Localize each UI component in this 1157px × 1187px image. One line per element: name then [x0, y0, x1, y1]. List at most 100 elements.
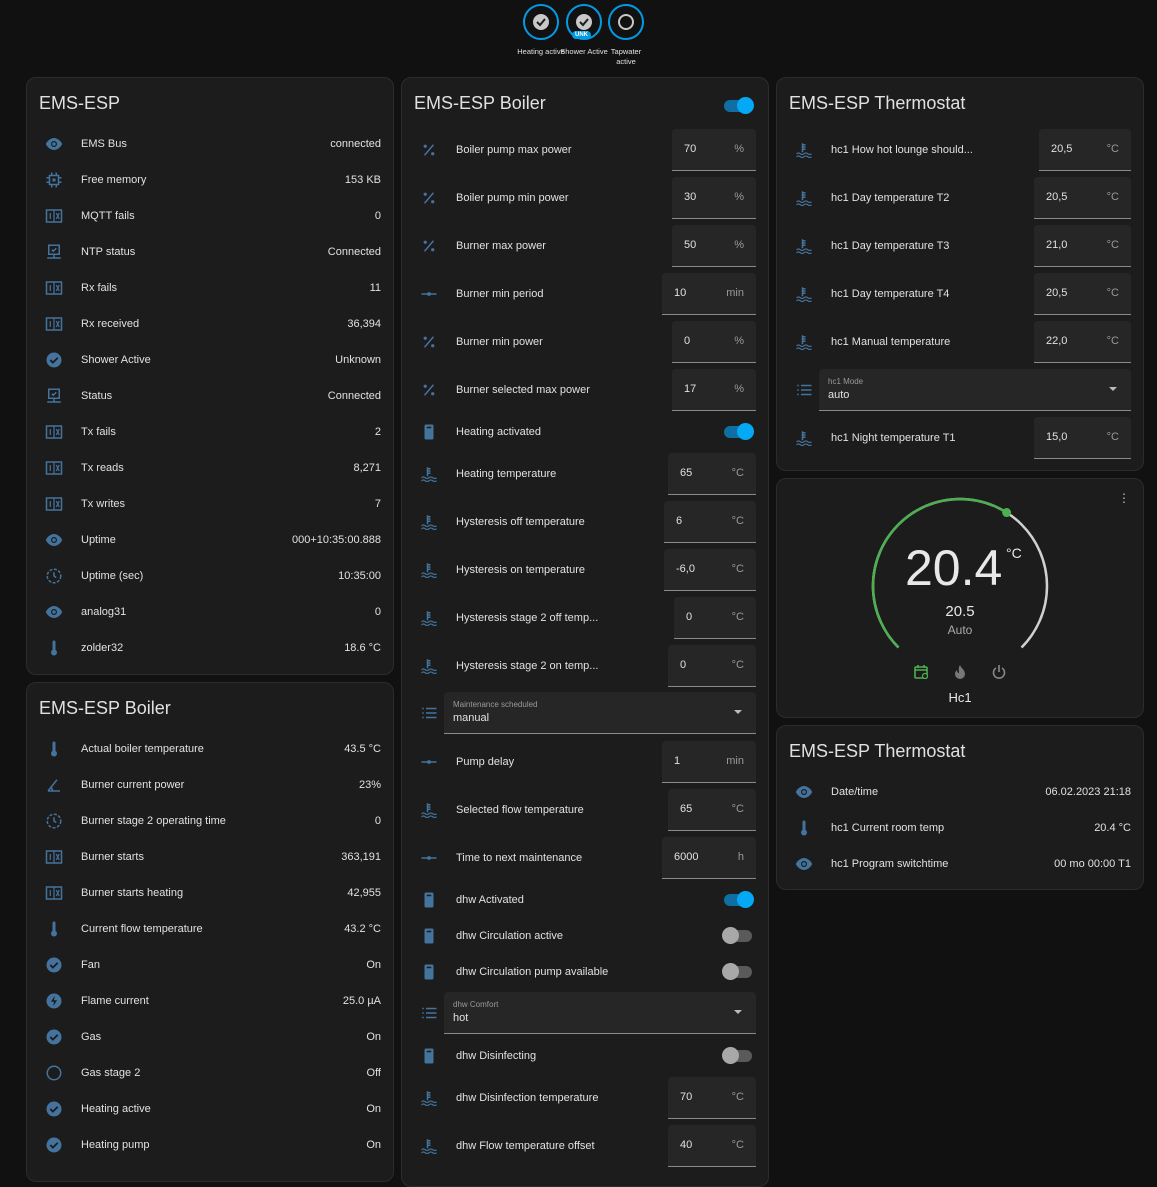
badge-shower-active[interactable]: UNK Shower Active	[559, 0, 609, 70]
number-input-hc1-night-temperature-t1[interactable]: 15,0 °C	[1034, 417, 1131, 459]
entity-row-burner-stage-2-operating-time[interactable]: Burner stage 2 operating time 0	[27, 803, 393, 839]
entity-row-fan[interactable]: Fan On	[27, 947, 393, 983]
toggle-heating-activated[interactable]	[724, 423, 754, 440]
select-maintenance-scheduled[interactable]: Maintenance scheduled manual	[444, 692, 756, 734]
entity-state: 42,955	[347, 887, 381, 899]
entity-state: 36,394	[347, 318, 381, 330]
entity-row-heating-pump[interactable]: Heating pump On	[27, 1127, 393, 1163]
number-input-pump-delay[interactable]: 1 min	[662, 741, 756, 783]
entity-row-flame-current[interactable]: Flame current 25.0 µA	[27, 983, 393, 1019]
number-input-burner-min-power[interactable]: 0%	[672, 321, 756, 363]
entity-row-heating-active[interactable]: Heating active On	[27, 1091, 393, 1127]
entity-state: 0	[374, 815, 381, 827]
entity-row-gas-stage-2[interactable]: Gas stage 2 Off	[27, 1055, 393, 1091]
toggle-dhw-circulation-active[interactable]	[722, 927, 752, 944]
number-input-hc1-day-temperature-t4[interactable]: 20,5 °C	[1034, 273, 1131, 315]
badge-label: Shower Active	[560, 47, 608, 56]
entity-row-current-flow-temperature[interactable]: Current flow temperature 43.2 °C	[27, 911, 393, 947]
number-input-time-to-next-maintenance[interactable]: 6000 h	[662, 837, 756, 879]
number-input-hc1-how-hot-lounge-should[interactable]: 20,5 °C	[1039, 129, 1131, 171]
input-value: 50	[684, 239, 697, 251]
number-input-dhw-disinfection-temperature[interactable]: 70 °C	[668, 1077, 756, 1119]
card-header-toggle[interactable]	[724, 97, 754, 114]
entity-row-tx-writes[interactable]: Tx writes 7	[27, 486, 393, 522]
temperature-gauge[interactable]	[777, 479, 1145, 719]
number-input-boiler-pump-min-power[interactable]: 30%	[672, 177, 756, 219]
entity-row-burner-starts[interactable]: Burner starts 363,191	[27, 839, 393, 875]
thermostat-climate-card: · · · 20.4 °C 20.5 Auto Hc1	[776, 478, 1144, 718]
entity-row-hc1-program-switchtime[interactable]: hc1 Program switchtime 00 mo 00:00 T1	[777, 846, 1143, 882]
entity-name: Hysteresis stage 2 on temp...	[456, 660, 599, 672]
toggle-dhw-circulation-pump-available[interactable]	[722, 963, 752, 980]
entity-name: Tx fails	[81, 426, 116, 438]
entity-row-tx-reads[interactable]: Tx reads 8,271	[27, 450, 393, 486]
entity-row-actual-boiler-temperature[interactable]: Actual boiler temperature 43.5 °C	[27, 731, 393, 767]
eye-icon	[43, 601, 65, 623]
circle-outline-icon	[608, 4, 644, 40]
card-title: EMS-ESP	[39, 93, 121, 113]
entity-state: 20.4 °C	[1094, 822, 1131, 834]
entity-row-shower-active[interactable]: Shower Active Unknown	[27, 342, 393, 378]
entity-row-hc1-current-room-temp[interactable]: hc1 Current room temp 20.4 °C	[777, 810, 1143, 846]
entity-row-mqtt-fails[interactable]: MQTT fails 0	[27, 198, 393, 234]
input-value: 70	[684, 143, 697, 155]
number-input-boiler-pump-max-power[interactable]: 70%	[672, 129, 756, 171]
thermometer-icon	[793, 817, 815, 839]
entity-row-date-time[interactable]: Date/time 06.02.2023 21:18	[777, 774, 1143, 810]
entity-name: Boiler pump max power	[456, 144, 572, 156]
badge-tapwater-active[interactable]: Tapwater active	[601, 0, 651, 70]
toggle-dhw-activated[interactable]	[724, 891, 754, 908]
dropdown-arrow-icon	[734, 710, 742, 714]
entity-row-analog31[interactable]: analog31 0	[27, 594, 393, 630]
number-input-dhw-flow-temperature-offset[interactable]: 40 °C	[668, 1125, 756, 1167]
toggle-dhw-disinfecting[interactable]	[722, 1047, 752, 1064]
entity-row-status[interactable]: Status Connected	[27, 378, 393, 414]
number-input-hysteresis-on-temperature[interactable]: -6,0 °C	[664, 549, 756, 591]
number-input-hysteresis-stage-2-off-temp[interactable]: 0 °C	[674, 597, 756, 639]
format-list-bulleted-icon	[793, 379, 815, 401]
more-options-icon[interactable]: · · ·	[1121, 485, 1127, 509]
number-input-hc1-manual-temperature[interactable]: 22,0 °C	[1034, 321, 1131, 363]
number-input-hc1-day-temperature-t3[interactable]: 21,0 °C	[1034, 225, 1131, 267]
number-input-hysteresis-stage-2-on-temp[interactable]: 0 °C	[668, 645, 756, 687]
entity-row-gas[interactable]: Gas On	[27, 1019, 393, 1055]
entity-row-tx-fails[interactable]: Tx fails 2	[27, 414, 393, 450]
entity-row-rx-received[interactable]: Rx received 36,394	[27, 306, 393, 342]
check-circle-icon	[43, 954, 65, 976]
power-off-icon[interactable]	[991, 664, 1007, 683]
number-input-burner-min-period[interactable]: 10 min	[662, 273, 756, 315]
select-hc1-mode[interactable]: hc1 Mode auto	[819, 369, 1131, 411]
number-input-burner-max-power[interactable]: 50%	[672, 225, 756, 267]
entity-name: dhw Flow temperature offset	[456, 1140, 595, 1152]
input-value: 65	[680, 467, 693, 479]
auto-schedule-icon[interactable]	[913, 664, 929, 683]
number-input-hysteresis-off-temperature[interactable]: 6 °C	[664, 501, 756, 543]
input-value: 1	[674, 755, 681, 767]
card-title: EMS-ESP Thermostat	[789, 93, 966, 113]
heat-icon[interactable]	[952, 664, 968, 683]
select-dhw-comfort[interactable]: dhw Comfort hot	[444, 992, 756, 1034]
entity-row-uptime[interactable]: Uptime 000+10:35:00.888	[27, 522, 393, 558]
water-boiler-icon	[418, 1045, 440, 1067]
ray-vertex-icon	[418, 847, 440, 869]
badge-heating-active[interactable]: Heating active	[516, 0, 566, 70]
entity-row-zolder32[interactable]: zolder32 18.6 °C	[27, 630, 393, 666]
number-input-selected-flow-temperature[interactable]: 65 °C	[668, 789, 756, 831]
entity-name: dhw Circulation active	[456, 930, 563, 942]
thermometer-water-icon	[793, 235, 815, 257]
entity-name: Time to next maintenance	[456, 852, 583, 864]
entity-row-rx-fails[interactable]: Rx fails 11	[27, 270, 393, 306]
target-temperature[interactable]: 20.5	[945, 603, 975, 620]
target-handle[interactable]	[1002, 508, 1012, 518]
entity-row-free-memory[interactable]: Free memory 153 KB	[27, 162, 393, 198]
entity-row-ems-bus[interactable]: EMS Bus connected	[27, 126, 393, 162]
entity-row-uptime-sec[interactable]: Uptime (sec) 10:35:00	[27, 558, 393, 594]
toggle-row-dhw-activated: dhw Activated	[402, 882, 768, 918]
entity-row-burner-current-power[interactable]: Burner current power 23%	[27, 767, 393, 803]
check-circle-icon	[43, 1134, 65, 1156]
entity-row-ntp-status[interactable]: NTP status Connected	[27, 234, 393, 270]
number-input-hc1-day-temperature-t2[interactable]: 20,5 °C	[1034, 177, 1131, 219]
entity-row-burner-starts-heating[interactable]: Burner starts heating 42,955	[27, 875, 393, 911]
number-input-heating-temperature[interactable]: 65 °C	[668, 453, 756, 495]
number-input-burner-selected-max-power[interactable]: 17%	[672, 369, 756, 411]
